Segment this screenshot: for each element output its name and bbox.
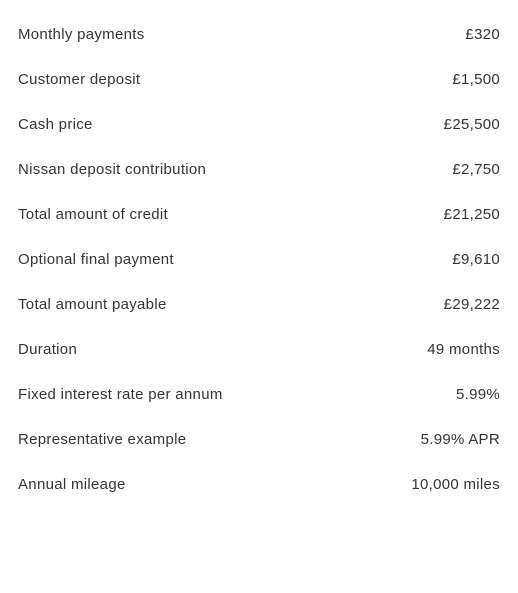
row-value: £1,500 [452, 71, 500, 88]
table-row: Fixed interest rate per annum 5.99% [18, 372, 500, 417]
row-label: Monthly payments [18, 26, 145, 43]
row-value: 10,000 miles [411, 476, 500, 493]
row-value: 5.99% [456, 386, 500, 403]
row-value: 49 months [427, 341, 500, 358]
row-label: Nissan deposit contribution [18, 161, 206, 178]
row-value: £21,250 [444, 206, 500, 223]
row-value: £320 [465, 26, 500, 43]
row-label: Total amount payable [18, 296, 167, 313]
row-label: Representative example [18, 431, 186, 448]
row-value: 5.99% APR [421, 431, 500, 448]
table-row: Representative example 5.99% APR [18, 417, 500, 462]
row-label: Duration [18, 341, 77, 358]
table-row: Optional final payment £9,610 [18, 237, 500, 282]
row-label: Cash price [18, 116, 93, 133]
row-value: £25,500 [444, 116, 500, 133]
table-row: Annual mileage 10,000 miles [18, 462, 500, 507]
row-label: Fixed interest rate per annum [18, 386, 223, 403]
table-row: Duration 49 months [18, 327, 500, 372]
table-row: Cash price £25,500 [18, 102, 500, 147]
table-row: Total amount of credit £21,250 [18, 192, 500, 237]
table-row: Total amount payable £29,222 [18, 282, 500, 327]
table-row: Monthly payments £320 [18, 12, 500, 57]
row-value: £29,222 [444, 296, 500, 313]
table-row: Customer deposit £1,500 [18, 57, 500, 102]
row-label: Annual mileage [18, 476, 126, 493]
row-label: Total amount of credit [18, 206, 168, 223]
row-label: Customer deposit [18, 71, 140, 88]
row-value: £9,610 [452, 251, 500, 268]
row-value: £2,750 [452, 161, 500, 178]
finance-summary-table: Monthly payments £320 Customer deposit £… [0, 0, 518, 519]
row-label: Optional final payment [18, 251, 174, 268]
table-row: Nissan deposit contribution £2,750 [18, 147, 500, 192]
